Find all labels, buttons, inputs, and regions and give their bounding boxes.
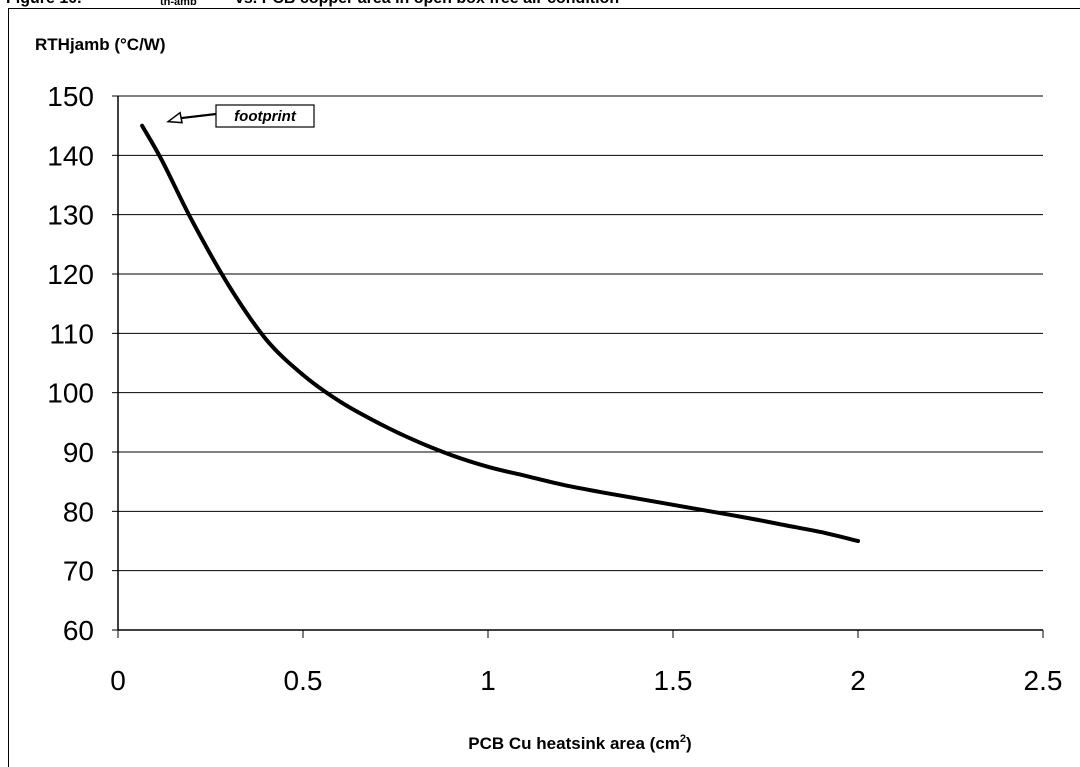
y-tick-label: 140 bbox=[47, 140, 94, 171]
y-tick-label: 80 bbox=[63, 496, 94, 527]
x-axis-label-main: PCB Cu heatsink area (cm bbox=[468, 734, 680, 753]
x-tick-label: 2.5 bbox=[1024, 665, 1063, 696]
y-axis-label: RTHjamb (°C/W) bbox=[35, 35, 166, 54]
x-tick-label: 1.5 bbox=[654, 665, 693, 696]
y-tick-label: 130 bbox=[47, 200, 94, 231]
figure-caption-fragment: Figure 10. th-amb vs. PCB copper area in… bbox=[0, 0, 1080, 8]
chart-frame bbox=[8, 8, 1080, 767]
caption-part-b: th-amb bbox=[160, 0, 197, 8]
y-tick-label: 150 bbox=[47, 81, 94, 112]
y-tick-label: 70 bbox=[63, 556, 94, 587]
annotation-arrow-shaft bbox=[175, 112, 217, 120]
annotation-box bbox=[215, 104, 315, 128]
caption-part-c: vs. PCB copper area in open box free air… bbox=[235, 0, 619, 8]
x-tick-label: 1 bbox=[480, 665, 496, 696]
y-tick-label: 120 bbox=[47, 259, 94, 290]
y-tick-label: 60 bbox=[63, 615, 94, 646]
series-line bbox=[140, 123, 860, 543]
x-axis-label: PCB Cu heatsink area (cm2) bbox=[468, 733, 691, 753]
x-tick-label: 0.5 bbox=[284, 665, 323, 696]
y-tick-label: 100 bbox=[47, 378, 94, 409]
annotation-arrow-head bbox=[165, 111, 183, 124]
x-tick-label: 0 bbox=[110, 665, 126, 696]
x-axis-label-end: ) bbox=[686, 734, 692, 753]
y-tick-label: 90 bbox=[63, 437, 94, 468]
caption-part-a: Figure 10. bbox=[6, 0, 82, 8]
x-axis-label-sup: 2 bbox=[680, 733, 686, 745]
y-tick-label: 110 bbox=[49, 318, 94, 349]
x-tick-label: 2 bbox=[850, 665, 866, 696]
annotation-label: footprint bbox=[234, 108, 297, 125]
